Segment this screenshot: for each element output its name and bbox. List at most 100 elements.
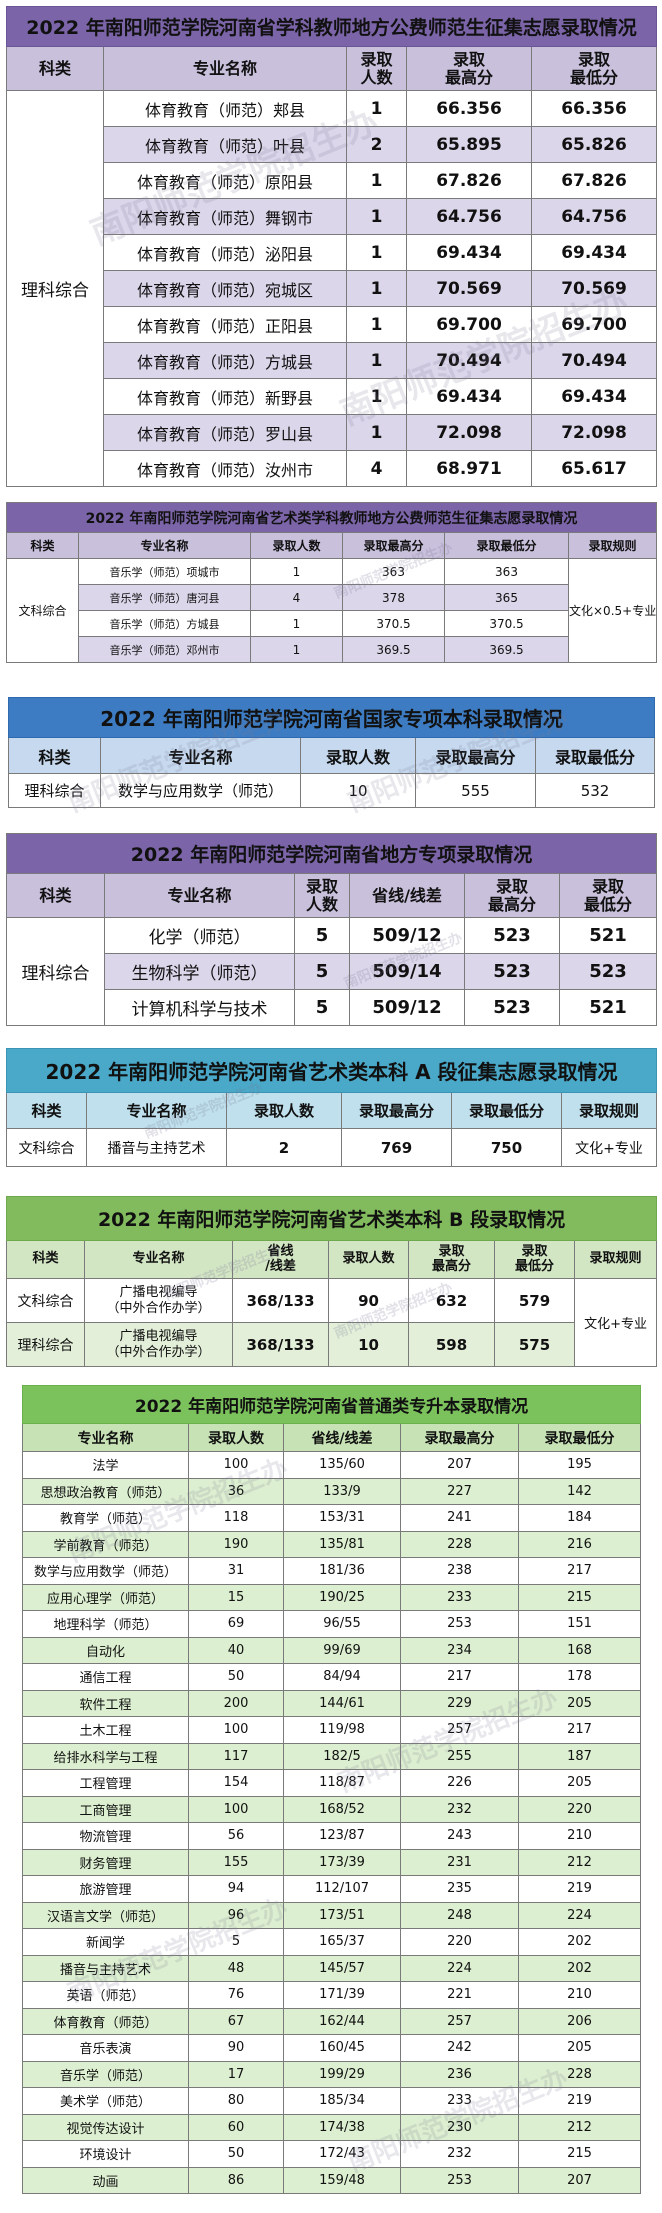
cell-max: 232 <box>400 2140 519 2168</box>
cell-major: 工商管理 <box>22 1795 189 1823</box>
cell-max: 523 <box>464 917 560 954</box>
header-min: 录取 最低分 <box>494 1240 575 1279</box>
table-row: 视觉传达设计 60 174/38 230 212 <box>22 2113 642 2141</box>
table-row: 动画 86 159/48 253 207 <box>22 2166 642 2194</box>
cell-line: 160/45 <box>283 2034 401 2062</box>
cell-min: 521 <box>558 989 658 1026</box>
header-count: 录取人数 <box>328 1240 409 1279</box>
section-6: 2022 年南阳师范学院河南省艺术类本科 B 段录取情况 科类 专业名称 省线 /线… <box>5 1196 658 1367</box>
cell-min: 369.5 <box>444 636 569 663</box>
cell-min: 69.434 <box>530 378 658 415</box>
cell-line: 509/12 <box>349 917 465 954</box>
cell-count: 67 <box>188 2007 284 2035</box>
table-row: 计算机科学与技术 5 509/12 523 521 <box>6 989 658 1026</box>
table-row: 财务管理 155 173/39 231 212 <box>22 1848 642 1876</box>
cell-min: 206 <box>517 2007 642 2035</box>
cell-max: 598 <box>408 1322 495 1367</box>
table-row: 体育教育（师范） 67 162/44 257 206 <box>22 2007 642 2035</box>
table-row: 音乐学（师范）邓州市 1 369.5 369.5 <box>6 636 657 663</box>
cell-count: 117 <box>188 1742 284 1770</box>
cell-line: 112/107 <box>283 1875 401 1903</box>
cell-major: 音乐学（师范）唐河县 <box>78 584 251 611</box>
table-3-header: 科类 专业名称 录取人数 录取最高分 录取最低分 <box>8 737 656 774</box>
cell-line: 173/51 <box>283 1901 401 1929</box>
header-line: 省线/线差 <box>283 1423 401 1452</box>
cell-min: 65.826 <box>530 126 658 163</box>
table-row: 给排水科学与工程 117 182/5 255 187 <box>22 1742 642 1770</box>
cell-max: 253 <box>400 2166 519 2194</box>
cell-count: 10 <box>328 1322 409 1367</box>
cell-major: 体育教育（师范）汝州市 <box>103 450 347 487</box>
cell-count: 90 <box>188 2034 284 2062</box>
cell-count: 100 <box>188 1795 284 1823</box>
cell-min: 178 <box>517 1663 642 1691</box>
header-line: 省线/线差 <box>349 873 465 918</box>
cell-max: 70.569 <box>406 270 532 307</box>
table-row: 思想政治教育（师范） 36 133/9 227 142 <box>22 1477 642 1505</box>
cell-line: 185/34 <box>283 2087 401 2115</box>
cell-min: 532 <box>534 773 656 808</box>
cell-major: 音乐学（师范）方城县 <box>78 610 251 637</box>
cell-count: 5 <box>294 917 350 954</box>
cell-min: 168 <box>517 1636 642 1664</box>
section-5: 2022 年南阳师范学院河南省艺术类本科 A 段征集志愿录取情况 科类 专业名称… <box>5 1048 658 1167</box>
cell-count: 1 <box>346 378 407 415</box>
cell-line: 84/94 <box>283 1663 401 1691</box>
table-2-title: 2022 年南阳师范学院河南省艺术类学科教师地方公费师范生征集志愿录取情况 <box>6 502 657 533</box>
cell-line: 181/36 <box>283 1557 401 1585</box>
table-row: 体育教育（师范）叶县 2 65.895 65.826 <box>6 126 658 163</box>
cell-count: 1 <box>250 558 343 585</box>
table-row: 旅游管理 94 112/107 235 219 <box>22 1875 642 1903</box>
cell-major: 学前教育（师范） <box>22 1530 189 1558</box>
table-row: 物流管理 56 123/87 243 210 <box>22 1822 642 1850</box>
cell-major: 体育教育（师范）罗山县 <box>103 414 347 451</box>
cell-count: 100 <box>188 1451 284 1479</box>
cell-max: 66.356 <box>406 90 532 127</box>
cell-min: 207 <box>517 2166 642 2194</box>
cell-major: 播音与主持艺术 <box>22 1954 189 1982</box>
cell-category: 文科综合 <box>6 1128 87 1167</box>
cell-min: 64.756 <box>530 198 658 235</box>
cell-max: 70.494 <box>406 342 532 379</box>
cell-major: 音乐学（师范）项城市 <box>78 558 251 585</box>
cell-min: 579 <box>494 1278 575 1323</box>
cell-max: 242 <box>400 2034 519 2062</box>
cell-count: 94 <box>188 1875 284 1903</box>
header-category: 科类 <box>6 532 79 559</box>
table-5: 2022 年南阳师范学院河南省艺术类本科 A 段征集志愿录取情况 科类 专业名称… <box>5 1048 658 1167</box>
table-row: 播音与主持艺术 48 145/57 224 202 <box>22 1954 642 1982</box>
cell-min: 70.569 <box>530 270 658 307</box>
cell-major: 汉语言文学（师范） <box>22 1901 189 1929</box>
table-row: 体育教育（师范）正阳县 1 69.700 69.700 <box>6 306 658 343</box>
cell-max: 378 <box>342 584 445 611</box>
cell-min: 142 <box>517 1477 642 1505</box>
table-row: 自动化 40 99/69 234 168 <box>22 1636 642 1664</box>
cell-major: 体育教育（师范） <box>22 2007 189 2035</box>
table-row: 文科综合 音乐学（师范）项城市 1 363 363 文化×0.5+专业 <box>6 558 657 663</box>
cell-line: 162/44 <box>283 2007 401 2035</box>
cell-max: 64.756 <box>406 198 532 235</box>
cell-max: 231 <box>400 1848 519 1876</box>
cell-max: 370.5 <box>342 610 445 637</box>
cell-min: 202 <box>517 1954 642 1982</box>
cell-min: 202 <box>517 1928 642 1956</box>
cell-major: 环境设计 <box>22 2140 189 2168</box>
table-row: 英语（师范） 76 171/39 221 210 <box>22 1981 642 2009</box>
cell-max: 248 <box>400 1901 519 1929</box>
table-5-title: 2022 年南阳师范学院河南省艺术类本科 A 段征集志愿录取情况 <box>5 1048 658 1093</box>
section-4: 2022 年南阳师范学院河南省地方专项录取情况 科类 专业名称 录取 人数 省线/线差… <box>5 833 658 1026</box>
cell-count: 48 <box>188 1954 284 1982</box>
header-min: 录取最低分 <box>451 1092 562 1129</box>
header-major: 专业名称 <box>104 873 295 918</box>
cell-min: 521 <box>558 917 658 954</box>
header-category: 科类 <box>6 873 105 918</box>
cell-count: 1 <box>346 198 407 235</box>
cell-major: 法学 <box>22 1451 189 1479</box>
cell-major: 新闻学 <box>22 1928 189 1956</box>
cell-max: 224 <box>400 1954 519 1982</box>
table-row: 理科综合 体育教育（师范）郏县 1 66.356 66.356 <box>6 90 658 487</box>
table-1: 2022 年南阳师范学院河南省学科教师地方公费师范生征集志愿录取情况 科类 专业名… <box>5 6 658 487</box>
cell-count: 36 <box>188 1477 284 1505</box>
cell-count: 1 <box>346 414 407 451</box>
cell-category: 文科综合 <box>6 1278 85 1323</box>
